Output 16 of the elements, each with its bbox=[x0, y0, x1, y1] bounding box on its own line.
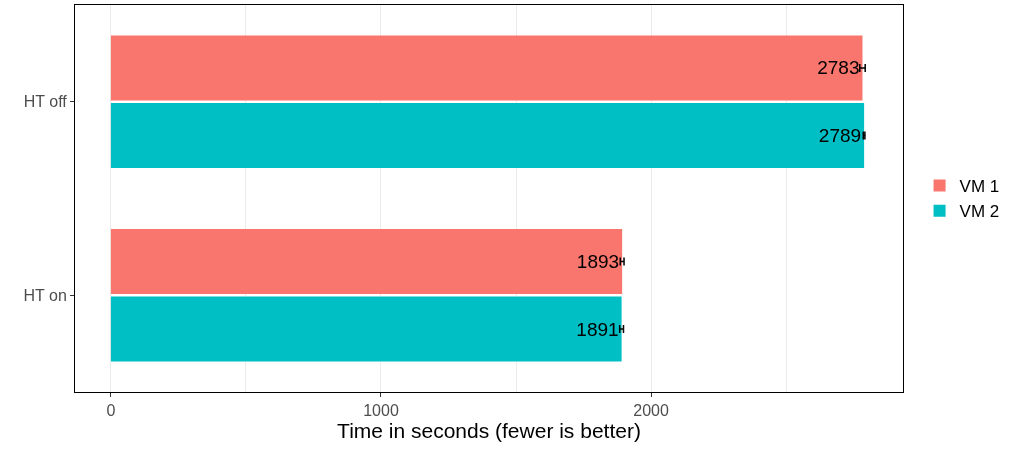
data-label: 1893 bbox=[576, 250, 620, 272]
x-axis-title: Time in seconds (fewer is better) bbox=[337, 419, 641, 443]
x-tick-label: 0 bbox=[106, 402, 116, 420]
legend-label: VM 1 bbox=[959, 177, 1000, 197]
legend-label: VM 2 bbox=[959, 202, 1000, 222]
bar bbox=[110, 103, 865, 169]
y-tick-label: HT on bbox=[23, 286, 67, 304]
data-label: 2789 bbox=[818, 125, 862, 147]
bar bbox=[110, 35, 863, 101]
x-tick-label: 1000 bbox=[363, 402, 399, 420]
y-tick-label: HT off bbox=[23, 93, 68, 111]
x-tick-label: 2000 bbox=[633, 402, 669, 420]
bar bbox=[110, 296, 622, 362]
bar bbox=[110, 228, 623, 294]
data-label: 1891 bbox=[576, 318, 619, 340]
data-label: 2783 bbox=[817, 57, 860, 79]
